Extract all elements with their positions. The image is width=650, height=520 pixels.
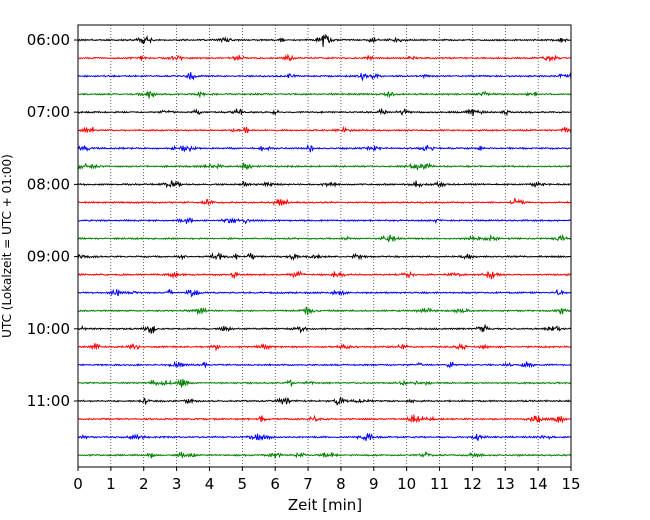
seismic-trace [77, 108, 572, 117]
seismic-trace [77, 71, 572, 82]
seismic-trace [77, 216, 572, 225]
seismic-trace [77, 432, 572, 442]
trace-layer [77, 33, 572, 460]
seismic-trace [77, 323, 572, 334]
x-tick-label: 15 [561, 475, 580, 493]
x-tick-label: 0 [73, 475, 83, 493]
y-tick-label: 09:00 [27, 248, 70, 266]
y-axis-label: UTC (Lokalzeit = UTC + 01:00) [0, 154, 14, 338]
plot-frame [77, 24, 572, 468]
seismic-trace [77, 90, 572, 99]
x-tick-label: 11 [430, 475, 449, 493]
seismic-trace [77, 197, 572, 207]
x-tick-label: 2 [139, 475, 149, 493]
x-tick-label: 12 [463, 475, 482, 493]
seismic-trace [77, 33, 572, 47]
x-tick-label: 5 [238, 475, 248, 493]
seismic-trace [77, 396, 572, 406]
seismic-trace [77, 305, 572, 316]
x-tick-label: 10 [397, 475, 416, 493]
x-tick-label: 6 [270, 475, 280, 493]
x-tick-label: 9 [369, 475, 379, 493]
x-axis-label: Zeit [min] [288, 496, 362, 514]
seismic-trace [77, 414, 572, 424]
x-tick-label: 4 [205, 475, 215, 493]
seismic-trace [77, 180, 572, 189]
y-tick-label: 08:00 [27, 175, 70, 193]
y-tick-label: 07:00 [27, 103, 70, 121]
seismic-trace [77, 161, 572, 171]
seismic-trace [77, 233, 572, 243]
seismic-trace [77, 53, 572, 62]
seismic-trace [77, 270, 572, 280]
seismic-trace [77, 360, 572, 369]
x-tick-label: 1 [106, 475, 116, 493]
x-axis-ticks: 0 1 2 3 4 5 6 7 8 9 10 11 12 13 14 15 [73, 467, 581, 493]
x-tick-label: 7 [303, 475, 313, 493]
seismic-trace [77, 342, 572, 352]
x-tick-label: 14 [529, 475, 548, 493]
seismic-trace [77, 451, 572, 460]
x-tick-label: 3 [172, 475, 182, 493]
seismic-trace [77, 288, 572, 298]
x-tick-label: 8 [336, 475, 346, 493]
x-tick-label: 13 [496, 475, 515, 493]
y-tick-label: 10:00 [27, 320, 70, 338]
y-tick-label: 06:00 [27, 31, 70, 49]
seismic-trace [77, 378, 572, 389]
seismic-trace [77, 251, 572, 261]
seismic-trace [77, 143, 572, 153]
seismic-trace [77, 125, 572, 134]
y-axis-ticks: 06:00 07:00 08:00 09:00 10:00 11:00 [27, 31, 78, 410]
y-tick-label: 11:00 [27, 392, 70, 410]
